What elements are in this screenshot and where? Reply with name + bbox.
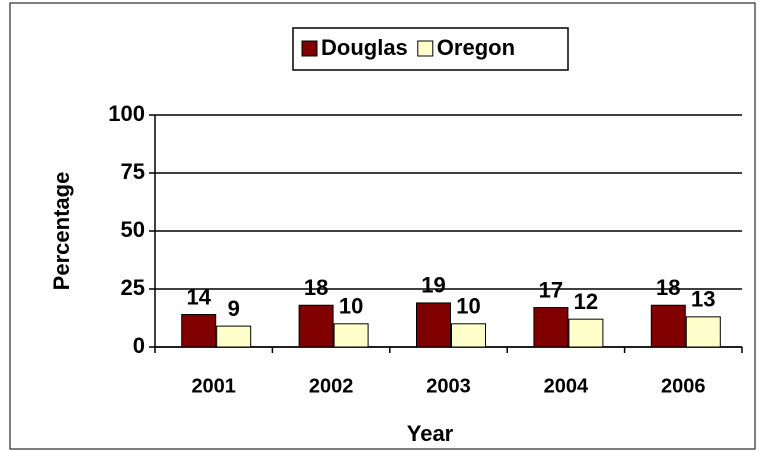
legend-swatch [417, 40, 434, 57]
y-tick-label: 0 [133, 333, 145, 358]
legend-label: Oregon [437, 35, 515, 60]
data-label: 18 [304, 275, 328, 300]
bar [451, 323, 486, 348]
y-tick-label: 50 [121, 217, 145, 242]
data-label: 13 [691, 287, 715, 312]
bar [685, 316, 721, 348]
y-tick-label: 75 [121, 159, 145, 184]
bar [181, 314, 217, 348]
x-tick-label: 2006 [661, 375, 706, 397]
data-label: 12 [574, 289, 598, 314]
bar [333, 323, 369, 348]
x-tick-label: 2003 [426, 375, 471, 397]
data-label: 17 [539, 277, 563, 302]
y-tick-label: 100 [108, 101, 145, 126]
bar [533, 307, 569, 348]
data-label: 10 [339, 294, 363, 319]
bar [416, 302, 451, 348]
legend-swatch [301, 40, 318, 57]
data-label: 18 [656, 275, 680, 300]
bar [298, 304, 334, 348]
bar [568, 318, 604, 348]
legend-label: Douglas [321, 35, 408, 60]
y-axis-label: Percentage [49, 172, 74, 291]
data-label: 19 [421, 273, 445, 298]
bar [216, 325, 252, 348]
x-tick-label: 2004 [544, 375, 589, 397]
chart-frame [9, 2, 756, 450]
x-axis-label: Year [407, 421, 454, 446]
x-tick-label: 2001 [191, 375, 236, 397]
x-tick-label: 2002 [309, 375, 354, 397]
data-label: 10 [456, 294, 480, 319]
bar [650, 304, 686, 348]
data-label: 14 [186, 284, 211, 309]
data-label: 9 [228, 296, 240, 321]
y-tick-label: 25 [121, 275, 145, 300]
